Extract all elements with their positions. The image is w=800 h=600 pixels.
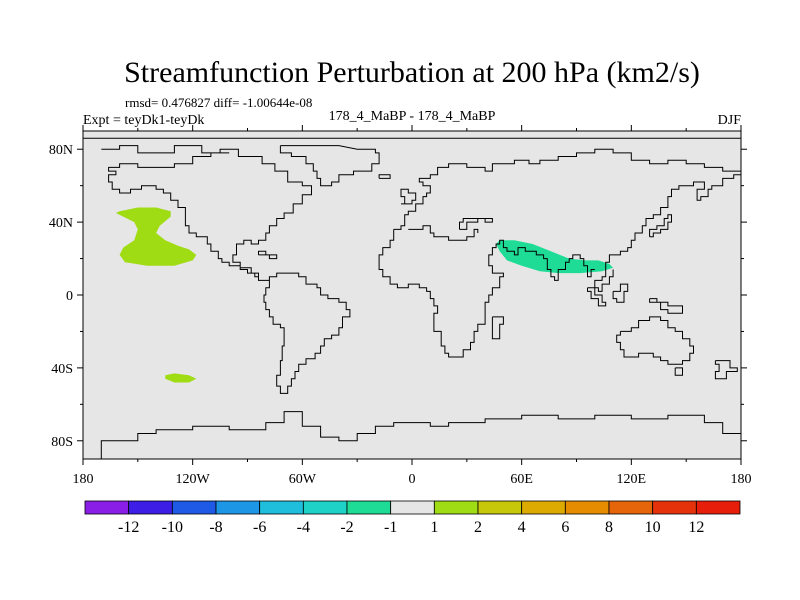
coastline-1 xyxy=(83,137,741,142)
stats-line: rmsd= 0.476827 diff= -1.00644e-08 xyxy=(125,95,312,110)
colorbar-swatch-0 xyxy=(84,500,130,515)
coastline-0 xyxy=(101,145,351,394)
colorbar-label-12: 10 xyxy=(645,519,661,536)
colorbar-label-7: 1 xyxy=(430,519,438,536)
colorbar-swatch-5 xyxy=(302,500,348,515)
colorbar-swatch-13 xyxy=(652,500,697,515)
coastline-7 xyxy=(378,229,595,358)
region-south-pacific-positive xyxy=(165,373,197,383)
coastline-6 xyxy=(594,174,741,292)
coastline-17 xyxy=(649,214,672,238)
colorbar-label-9: 4 xyxy=(518,519,526,536)
coastline-12 xyxy=(674,367,683,376)
colorbar-label-11: 8 xyxy=(605,519,613,536)
colorbar-label-0: -12 xyxy=(118,519,139,536)
y-tick-label-2: 0 xyxy=(66,289,73,304)
map-axes: 180 120W 60W 0 60E 120E 180 80N 40N 0 40S 80S xyxy=(49,125,752,487)
x-tick-label-6: 180 xyxy=(731,472,752,487)
colorbar-swatch-6 xyxy=(346,500,392,515)
coastline-10 xyxy=(491,316,504,340)
coastline-19 xyxy=(100,411,741,459)
colorbar-label-10: 6 xyxy=(561,519,569,536)
x-tick-label-3: 0 xyxy=(409,472,416,487)
case-label: 178_4_MaBP - 178_4_MaBP xyxy=(329,109,496,124)
map-background xyxy=(83,131,741,459)
colorbar-swatch-4 xyxy=(259,500,304,515)
experiment-label: Expt = teyDk1-teyDk xyxy=(83,113,204,128)
colorbar-swatch-2 xyxy=(171,500,217,515)
map-area xyxy=(83,131,741,459)
x-tick-label-1: 120W xyxy=(176,472,211,487)
colorbar-swatch-11 xyxy=(564,500,610,515)
colorbar-label-2: -8 xyxy=(209,519,222,536)
x-tick-label-0: 180 xyxy=(73,472,94,487)
colorbar-label-13: 12 xyxy=(688,519,704,536)
region-north-pacific-positive xyxy=(115,207,197,266)
x-tick-label-5: 120E xyxy=(617,472,647,487)
colorbar-label-6: -1 xyxy=(384,519,397,536)
colorbar-swatch-14 xyxy=(695,500,741,515)
colorbar-swatch-12 xyxy=(608,500,654,515)
x-tick-label-2: 60W xyxy=(289,472,317,487)
y-tick-label-0: 80N xyxy=(49,143,73,158)
chart-title: Streamfunction Perturbation at 200 hPa (… xyxy=(124,56,700,89)
colorbar-swatch-3 xyxy=(215,500,261,515)
map-content xyxy=(83,137,741,459)
colorbar-swatch-10 xyxy=(521,500,566,515)
coastline-4 xyxy=(400,188,417,205)
colorbar-swatch-9 xyxy=(477,500,523,515)
colorbar-swatch-1 xyxy=(128,500,173,515)
colorbar-swatch-7 xyxy=(390,500,435,515)
x-tick-label-4: 60E xyxy=(510,472,533,487)
coastline-15 xyxy=(587,287,607,307)
colorbar-label-1: -10 xyxy=(162,519,183,536)
coastline-14 xyxy=(649,298,683,314)
colorbar-swatch-8 xyxy=(433,500,479,515)
colorbar-label-8: 2 xyxy=(474,519,482,536)
colorbar-label-5: -2 xyxy=(340,519,353,536)
colorbar: -12 -10 -8 -6 -4 -2 -1 1 2 4 6 8 10 12 xyxy=(84,500,741,536)
coastline-9 xyxy=(408,225,479,241)
colorbar-label-3: -6 xyxy=(253,519,266,536)
y-tick-label-4: 80S xyxy=(51,435,73,450)
coastline-8 xyxy=(459,218,493,230)
coastline-11 xyxy=(616,316,694,365)
coastline-5 xyxy=(393,148,741,230)
coastline-16 xyxy=(612,283,629,303)
season-label: DJF xyxy=(718,113,742,128)
y-tick-label-1: 40N xyxy=(49,216,73,231)
coastline-3 xyxy=(378,174,391,179)
coastline-13 xyxy=(714,360,738,380)
colorbar-label-4: -4 xyxy=(297,519,310,536)
coastline-2 xyxy=(279,145,380,187)
y-tick-label-3: 40S xyxy=(51,362,73,377)
coastline-18 xyxy=(258,250,278,260)
